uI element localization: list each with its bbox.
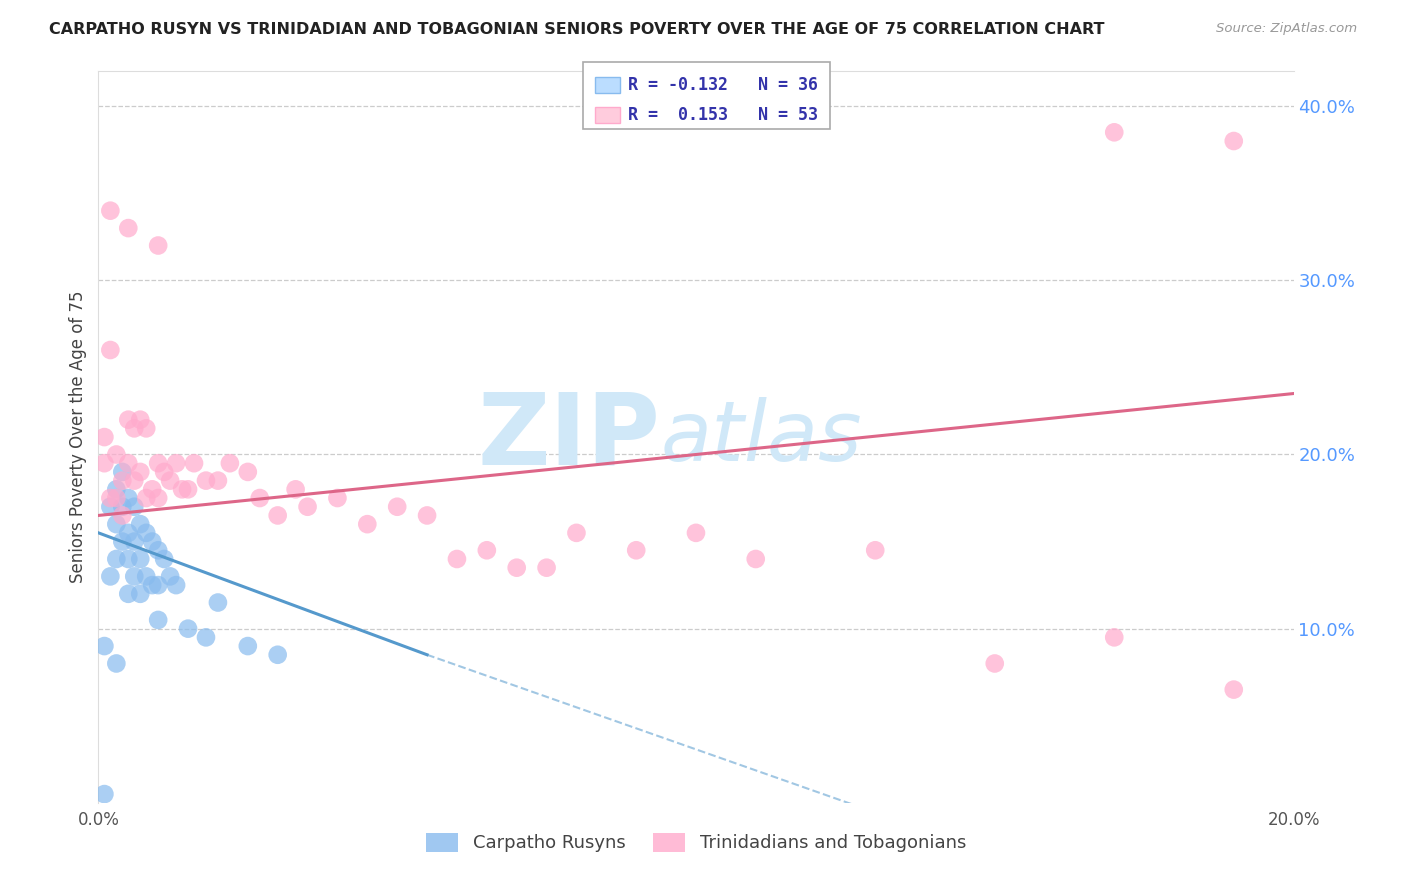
Point (1104, 631, 1126, 645)
Point (416, 508, 439, 523)
Point (207, 595, 229, 609)
Point (135, 421, 157, 435)
Point (124, 474, 146, 488)
Point (141, 534, 163, 549)
Point (1223, 134, 1246, 148)
Text: ZIP: ZIP (477, 389, 661, 485)
Point (111, 500, 134, 514)
Point (195, 631, 218, 645)
Point (129, 552, 152, 566)
Point (111, 534, 134, 549)
Point (124, 569, 146, 583)
Point (356, 517, 378, 532)
Point (207, 474, 229, 488)
Point (267, 508, 290, 523)
Point (148, 491, 170, 505)
Legend: Carpatho Rusyns, Trinidadians and Tobagonians: Carpatho Rusyns, Trinidadians and Tobago… (419, 826, 973, 860)
Point (148, 613, 170, 627)
Y-axis label: Seniors Poverty Over the Age of 75: Seniors Poverty Over the Age of 75 (69, 291, 87, 583)
Point (865, 543, 887, 558)
Point (177, 483, 200, 497)
Point (135, 491, 157, 505)
Point (153, 465, 176, 479)
Point (249, 491, 271, 505)
Point (129, 517, 152, 532)
Point (159, 569, 181, 583)
Point (93, 456, 115, 470)
Text: R = -0.132   N = 36: R = -0.132 N = 36 (628, 76, 818, 95)
Point (475, 543, 498, 558)
Text: Source: ZipAtlas.com: Source: ZipAtlas.com (1216, 22, 1357, 36)
Point (148, 238, 170, 252)
Point (117, 552, 139, 566)
Point (111, 508, 134, 523)
Point (98, 203, 122, 218)
Point (117, 221, 139, 235)
Point (117, 525, 139, 540)
Point (148, 456, 170, 470)
Point (105, 552, 128, 566)
Point (1223, 682, 1246, 697)
Point (506, 560, 529, 574)
Point (626, 543, 648, 558)
Point (117, 491, 139, 505)
Point (141, 483, 163, 497)
Point (236, 465, 259, 479)
Point (984, 657, 1007, 671)
Point (172, 483, 194, 497)
Point (111, 474, 134, 488)
Point (284, 483, 307, 497)
Point (536, 560, 558, 574)
Point (219, 456, 242, 470)
Point (135, 525, 157, 540)
Point (165, 456, 187, 470)
Point (117, 587, 139, 601)
Point (446, 552, 468, 566)
Point (129, 465, 152, 479)
Point (105, 517, 128, 532)
Point (105, 491, 128, 505)
Point (183, 456, 205, 470)
Point (141, 578, 163, 592)
Point (297, 500, 319, 514)
Point (685, 525, 707, 540)
Point (148, 578, 170, 592)
Point (135, 569, 157, 583)
Point (124, 534, 146, 549)
Point (93, 787, 115, 801)
Point (98, 500, 122, 514)
Point (124, 421, 146, 435)
Point (98, 343, 122, 357)
Point (326, 491, 349, 505)
Text: atlas: atlas (661, 397, 862, 477)
Point (153, 552, 176, 566)
Point (159, 474, 181, 488)
Point (129, 412, 152, 426)
Point (105, 448, 128, 462)
Text: CARPATHO RUSYN VS TRINIDADIAN AND TOBAGONIAN SENIORS POVERTY OVER THE AGE OF 75 : CARPATHO RUSYN VS TRINIDADIAN AND TOBAGO… (49, 22, 1105, 37)
Point (195, 474, 218, 488)
Point (93, 430, 115, 444)
Point (177, 622, 200, 636)
Point (165, 578, 187, 592)
Point (117, 412, 139, 426)
Point (93, 639, 115, 653)
Point (565, 525, 588, 540)
Point (111, 465, 134, 479)
Point (148, 543, 170, 558)
Point (745, 552, 768, 566)
Point (385, 500, 409, 514)
Point (98, 569, 122, 583)
Point (105, 657, 128, 671)
Point (1104, 125, 1126, 139)
Point (267, 648, 290, 662)
Point (236, 639, 259, 653)
Point (98, 491, 122, 505)
Text: R =  0.153   N = 53: R = 0.153 N = 53 (628, 106, 818, 124)
Point (105, 483, 128, 497)
Point (129, 587, 152, 601)
Point (124, 500, 146, 514)
Point (117, 456, 139, 470)
